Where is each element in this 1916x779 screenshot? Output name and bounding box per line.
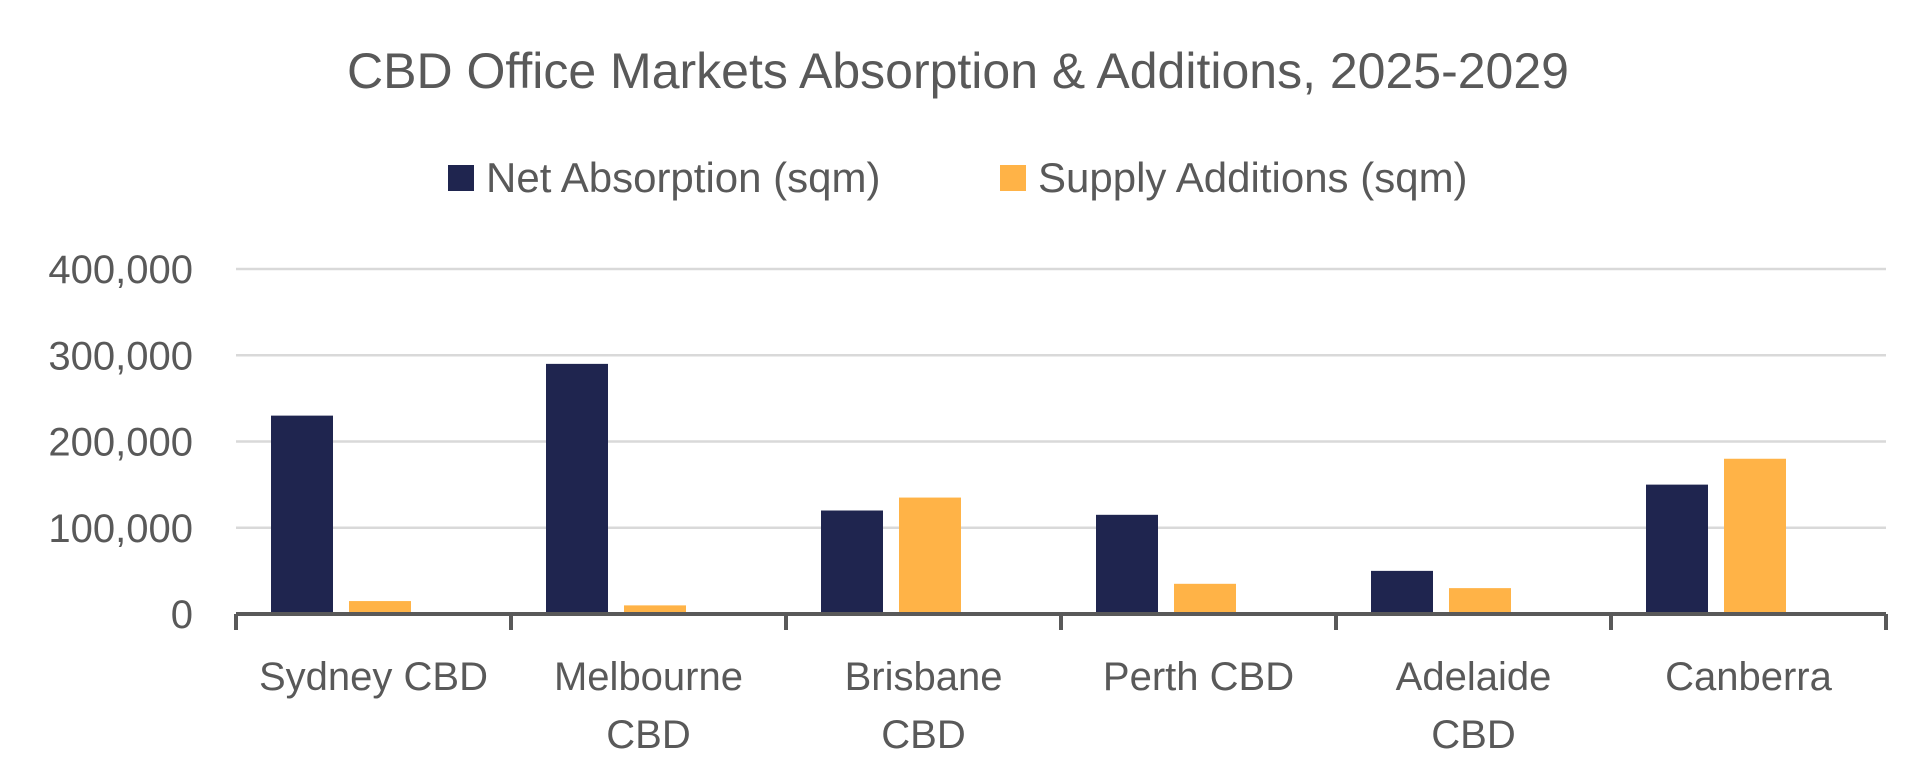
bar-supply-additions-2 xyxy=(624,605,686,614)
bar-net-absorption-4 xyxy=(1096,514,1158,614)
y-tick-label: 300,000 xyxy=(48,334,193,378)
x-tick-label: Melbourne CBD xyxy=(554,655,743,757)
bars xyxy=(271,363,1786,614)
x-tick-label: Perth CBD xyxy=(1103,655,1294,699)
gridlines xyxy=(236,267,1886,529)
legend-label-2: Supply Additions (sqm) xyxy=(1038,154,1468,201)
legend: Net Absorption (sqm) Supply Additions (sq… xyxy=(448,154,1468,201)
bar-supply-additions-6 xyxy=(1724,458,1786,614)
legend-label-1: Net Absorption (sqm) xyxy=(486,154,881,201)
y-tick-label: 400,000 xyxy=(48,248,193,292)
x-axis-ticks: Sydney CBD Melbourne CBD Brisbane CBD Perth C… xyxy=(259,655,1833,757)
legend-swatch-2 xyxy=(1000,165,1026,191)
bar-net-absorption-1 xyxy=(271,415,333,614)
y-tick-label: 200,000 xyxy=(48,421,193,465)
y-tick-label: 100,000 xyxy=(48,507,193,551)
y-axis-ticks: 0 100,000 200,000 300,000 400,000 xyxy=(48,248,193,637)
chart-title: CBD Office Markets Absorption & Addition… xyxy=(347,43,1569,99)
x-tick-label: Adelaide CBD xyxy=(1396,655,1552,757)
bar-supply-additions-3 xyxy=(899,497,961,614)
bar-net-absorption-5 xyxy=(1371,570,1433,614)
x-tick-label: Brisbane CBD xyxy=(845,655,1003,757)
x-tick-label: Sydney CBD xyxy=(259,655,488,699)
bar-net-absorption-6 xyxy=(1646,484,1708,614)
bar-supply-additions-5 xyxy=(1449,588,1511,614)
axes xyxy=(234,612,1888,630)
bar-supply-additions-1 xyxy=(349,601,411,614)
bar-net-absorption-3 xyxy=(821,510,883,614)
y-tick-label: 0 xyxy=(171,593,193,637)
legend-swatch-1 xyxy=(448,165,474,191)
x-tick-label: Canberra xyxy=(1665,655,1833,699)
bar-net-absorption-2 xyxy=(546,363,608,614)
bar-supply-additions-4 xyxy=(1174,583,1236,614)
